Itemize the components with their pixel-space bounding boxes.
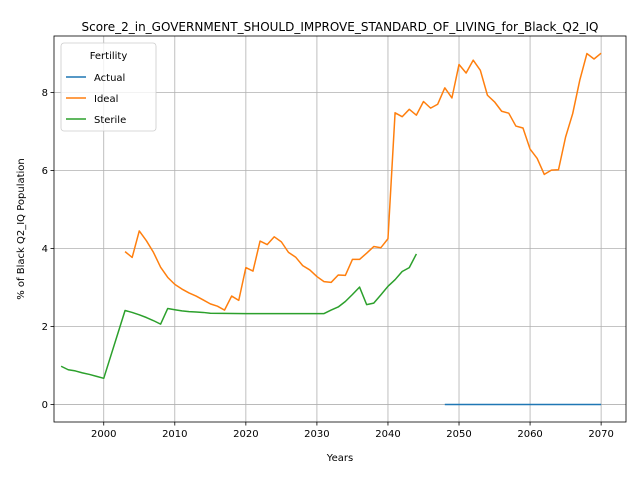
x-tick-label: 2010 — [162, 429, 187, 440]
y-axis-ticks: 0 2 4 6 8 — [42, 88, 54, 411]
y-tick-label: 2 — [42, 322, 48, 333]
x-tick-label: 2070 — [588, 429, 613, 440]
series-layer — [60, 52, 602, 406]
x-tick-label: 2020 — [233, 429, 258, 440]
legend-label-sterile: Sterile — [94, 115, 126, 126]
axes-frame — [53, 35, 627, 423]
x-tick-label: 2000 — [91, 429, 116, 440]
y-tick-label: 6 — [42, 166, 48, 177]
x-tick-label: 2050 — [446, 429, 471, 440]
x-axis-ticks: 2000 2010 2020 2030 2040 2050 2060 2070 — [91, 422, 614, 440]
legend-box — [60, 42, 157, 132]
legend-label-ideal: Ideal — [94, 94, 118, 105]
x-tick-label: 2060 — [517, 429, 542, 440]
chart-title: Score_2_in_GOVERNMENT_SHOULD_IMPROVE_STA… — [82, 20, 599, 34]
series-line-ideal — [124, 52, 602, 311]
x-axis-label: Years — [326, 453, 353, 464]
legend-entries: Actual Ideal Sterile — [66, 73, 126, 126]
series-line-sterile — [60, 253, 418, 380]
y-tick-label: 8 — [42, 88, 48, 99]
y-tick-label: 4 — [42, 244, 48, 255]
y-axis-label: % of Black Q2_IQ Population — [16, 158, 27, 300]
legend-label-actual: Actual — [94, 73, 125, 84]
x-tick-label: 2040 — [375, 429, 400, 440]
y-tick-label: 0 — [42, 400, 48, 411]
legend: Fertility Actual Ideal Sterile — [60, 42, 157, 132]
legend-title: Fertility — [90, 51, 128, 62]
x-tick-label: 2030 — [304, 429, 329, 440]
